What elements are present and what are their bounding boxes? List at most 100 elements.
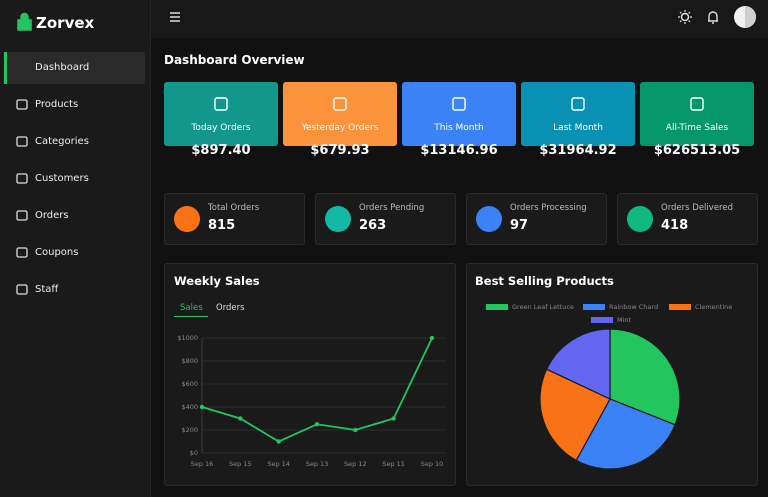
card-icon-shape: [690, 97, 704, 111]
summary-label: All-Time Sales: [665, 123, 729, 133]
panel-title: Best Selling Products: [475, 274, 614, 288]
stat-value: 97: [510, 218, 529, 233]
legend-label: Clementine: [695, 303, 732, 311]
legend-swatch: [669, 304, 691, 310]
x-tick-label: Sep 16: [191, 460, 214, 468]
card-icon-shape: [571, 97, 585, 111]
avatar-shade: [745, 6, 756, 28]
sales-point: [199, 404, 205, 410]
pie-slice: [545, 328, 611, 400]
card-icon: [690, 97, 704, 111]
legend-label: Green Leaf Lettuce: [512, 303, 574, 311]
stat-label: Orders Processing: [510, 203, 587, 213]
stat-icon: [476, 206, 502, 232]
legend-swatch: [486, 304, 508, 310]
x-tick-label: Sep 11: [382, 460, 405, 468]
nav-item-active-bg: [4, 52, 145, 84]
nav-item[interactable]: Coupons: [35, 247, 79, 258]
nav-icon: [16, 136, 28, 147]
summary-card: [283, 82, 397, 146]
sales-point: [429, 335, 435, 341]
nav-item[interactable]: Customers: [35, 173, 89, 184]
nav-icon: [16, 99, 28, 110]
summary-value: $13146.96: [420, 143, 498, 158]
header-icons: [170, 6, 756, 28]
summary-label: Last Month: [553, 123, 603, 133]
stat-value: 418: [661, 218, 689, 233]
x-tick-label: Sep 13: [306, 460, 329, 468]
sidebar-icons: [16, 12, 32, 295]
nav-icon: [16, 210, 28, 221]
card-icon-shape: [452, 97, 466, 111]
y-tick-label: $800: [181, 357, 198, 365]
x-tick-label: Sep 14: [267, 460, 290, 468]
summary-label: Today Orders: [191, 123, 251, 133]
nav-item[interactable]: Categories: [35, 136, 89, 147]
chart-tab[interactable]: Orders: [216, 303, 245, 313]
nav-item[interactable]: Staff: [35, 284, 59, 295]
legend-swatch: [583, 304, 605, 310]
pie-slice: [539, 368, 611, 462]
card-icon-shape: [333, 97, 347, 111]
line-chart: $0 $200 $400 $600 $800 $1000 Sep 16 Sep 15 Sep 1…: [177, 334, 446, 468]
stat-label: Orders Pending: [359, 203, 425, 213]
nav-item[interactable]: Orders: [35, 210, 69, 221]
header: [151, 0, 768, 38]
sales-point: [391, 416, 396, 421]
y-tick-label: $0: [190, 449, 198, 457]
nav-item[interactable]: Dashboard: [35, 62, 90, 73]
nav-item[interactable]: Products: [35, 99, 79, 110]
card-icon: [214, 97, 228, 111]
pie-chart: Green Leaf Lettuce Rainbow Chard Clementin…: [486, 303, 732, 470]
stat-label: Orders Delivered: [661, 203, 733, 213]
summary-label: Yesterday Orders: [301, 123, 379, 133]
stat-icon: [325, 206, 351, 232]
summary-card: [521, 82, 635, 146]
stat-icon: [174, 206, 200, 232]
summary-card: [402, 82, 516, 146]
summary-card: [164, 82, 278, 146]
x-tick-label: Sep 12: [344, 460, 367, 468]
summary-value: $626513.05: [653, 143, 741, 158]
pie-slice: [609, 328, 681, 426]
summary-value: $897.40: [191, 143, 251, 158]
card-icon: [571, 97, 585, 111]
nav-icon: [16, 247, 28, 258]
y-tick-label: $600: [181, 380, 198, 388]
sales-point: [238, 416, 243, 421]
nav-item-active-bar: [4, 52, 7, 84]
y-tick-label: $400: [181, 403, 198, 411]
stat-card: [315, 193, 456, 245]
weekly-sales-panel: [164, 263, 456, 486]
legend-label: Rainbow Chard: [609, 303, 658, 311]
sales-point: [353, 427, 358, 433]
nav-icon: [16, 284, 28, 295]
legend-label: Mint: [617, 316, 632, 324]
summary-value: $679.93: [310, 143, 370, 158]
stat-icon: [627, 206, 653, 232]
summary-value: $31964.92: [539, 143, 617, 158]
card-icon: [333, 97, 347, 111]
chart-tab[interactable]: Sales: [180, 303, 203, 313]
menu-icon: [170, 12, 180, 22]
legend-swatch: [591, 317, 613, 323]
panel-title: Weekly Sales: [174, 274, 260, 288]
sales-point: [314, 422, 320, 427]
y-tick-label: $1000: [177, 334, 198, 342]
card-icon: [452, 97, 466, 111]
x-tick-label: Sep 15: [229, 460, 252, 468]
nav-icon: [16, 173, 28, 184]
theme-icon: [680, 12, 690, 22]
summary-label: This Month: [434, 123, 484, 133]
tab-underline: [174, 316, 208, 317]
x-tick-label: Sep 10: [421, 460, 444, 468]
bell-icon: [708, 11, 718, 24]
brand: Zorvex: [36, 14, 95, 32]
stat-label: Total Orders: [208, 203, 260, 213]
y-tick-label: $200: [181, 426, 198, 434]
summary-card: [640, 82, 754, 146]
sales-point: [276, 439, 281, 444]
theme-rays: [678, 10, 692, 24]
page-title: Dashboard Overview: [164, 53, 305, 67]
